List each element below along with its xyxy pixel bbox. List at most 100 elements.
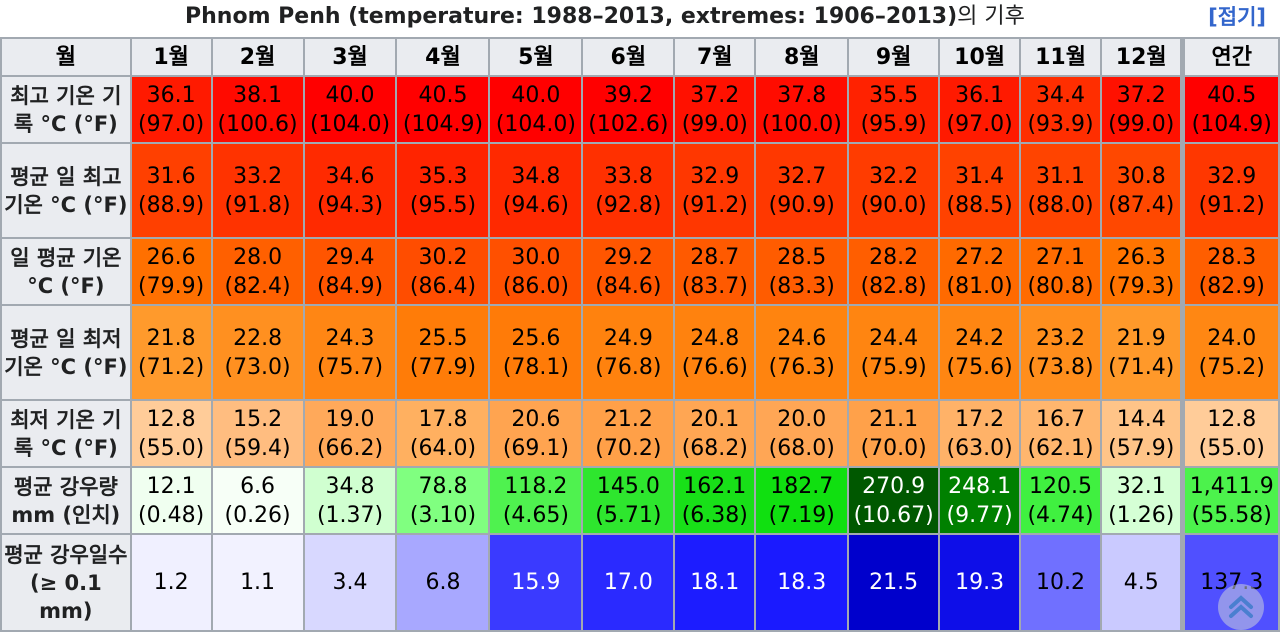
data-cell: 34.6 (94.3) <box>302 142 398 239</box>
data-cell: 162.1 (6.38) <box>673 466 757 535</box>
data-cell: 24.2 (75.6) <box>938 304 1022 401</box>
data-cell: 270.9 (10.67) <box>847 466 941 535</box>
data-cell: 40.0 (104.0) <box>488 75 584 144</box>
data-cell: 29.4 (84.9) <box>302 237 398 306</box>
data-cell: 27.2 (81.0) <box>938 237 1022 306</box>
data-cell: 40.0 (104.0) <box>302 75 398 144</box>
data-cell: 34.8 (94.6) <box>488 142 584 239</box>
data-cell: 17.2 (63.0) <box>938 399 1022 468</box>
climate-table: 월 1월 2월 3월 4월 5월 6월 7월 8월 9월 10월 11월 12월 연간 최고 기온 기록… <box>0 37 1280 632</box>
data-cell: 34.8 (1.37) <box>302 466 398 535</box>
row-label: 최저 기온 기록 °C (°F) <box>0 399 132 468</box>
data-cell: 24.4 (75.9) <box>847 304 941 401</box>
data-cell: 19.3 <box>938 533 1022 632</box>
month-header: 월 <box>0 37 132 77</box>
data-cell: 37.2 (99.0) <box>673 75 757 144</box>
data-cell: 17.0 <box>581 533 676 632</box>
data-cell: 12.8 (55.0) <box>129 399 213 468</box>
data-cell: 26.3 (79.3) <box>1100 237 1184 306</box>
data-cell: 33.8 (92.8) <box>581 142 676 239</box>
month-header-cell: 7월 <box>673 37 757 77</box>
month-header-cell: 3월 <box>302 37 398 77</box>
annual-cell: 1,411.9 (55.58) <box>1180 466 1280 535</box>
data-cell: 38.1 (100.6) <box>210 75 305 144</box>
data-cell: 16.7 (62.1) <box>1019 399 1103 468</box>
month-header-cell: 1월 <box>129 37 213 77</box>
data-cell: 32.9 (91.2) <box>673 142 757 239</box>
row-label: 최고 기온 기록 °C (°F) <box>0 75 132 144</box>
data-cell: 28.5 (83.3) <box>754 237 850 306</box>
row-label: 평균 일 최저 기온 °C (°F) <box>0 304 132 401</box>
data-cell: 4.5 <box>1100 533 1184 632</box>
month-header-cell: 6월 <box>581 37 676 77</box>
data-cell: 20.6 (69.1) <box>488 399 584 468</box>
data-cell: 24.8 (76.6) <box>673 304 757 401</box>
data-cell: 30.8 (87.4) <box>1100 142 1184 239</box>
table-row: 평균 강우일수 (≥ 0.1 mm) 1.2 1.1 3.4 6.8 15.9 17.0 18… <box>0 533 1280 632</box>
month-header-cell: 10월 <box>938 37 1022 77</box>
data-cell: 39.2 (102.6) <box>581 75 676 144</box>
table-row: 최고 기온 기록 °C (°F) 36.1 (97.0) 38.1 (100.6) 4… <box>0 75 1280 144</box>
header-row: 월 1월 2월 3월 4월 5월 6월 7월 8월 9월 10월 11월 12월 연간 <box>0 37 1280 77</box>
data-cell: 31.1 (88.0) <box>1019 142 1103 239</box>
data-cell: 21.1 (70.0) <box>847 399 941 468</box>
data-cell: 37.8 (100.0) <box>754 75 850 144</box>
collapse-toggle-link[interactable]: [접기] <box>1208 5 1266 29</box>
row-label: 평균 일 최고 기온 °C (°F) <box>0 142 132 239</box>
annual-cell: 24.0 (75.2) <box>1180 304 1280 401</box>
data-cell: 24.3 (75.7) <box>302 304 398 401</box>
data-cell: 145.0 (5.71) <box>581 466 676 535</box>
data-cell: 12.1 (0.48) <box>129 466 213 535</box>
data-cell: 33.2 (91.8) <box>210 142 305 239</box>
data-cell: 118.2 (4.65) <box>488 466 584 535</box>
data-cell: 28.7 (83.7) <box>673 237 757 306</box>
row-label: 평균 강우량 mm (인치) <box>0 466 132 535</box>
data-cell: 15.9 <box>488 533 584 632</box>
data-cell: 35.3 (95.5) <box>395 142 491 239</box>
data-cell: 20.0 (68.0) <box>754 399 850 468</box>
data-cell: 29.2 (84.6) <box>581 237 676 306</box>
data-cell: 120.5 (4.74) <box>1019 466 1103 535</box>
data-cell: 40.5 (104.9) <box>395 75 491 144</box>
data-cell: 25.5 (77.9) <box>395 304 491 401</box>
data-cell: 15.2 (59.4) <box>210 399 305 468</box>
data-cell: 28.2 (82.8) <box>847 237 941 306</box>
data-cell: 30.0 (86.0) <box>488 237 584 306</box>
data-cell: 182.7 (7.19) <box>754 466 850 535</box>
data-cell: 37.2 (99.0) <box>1100 75 1184 144</box>
data-cell: 78.8 (3.10) <box>395 466 491 535</box>
table-row: 평균 강우량 mm (인치) 12.1 (0.48) 6.6 (0.26) 34.8 … <box>0 466 1280 535</box>
data-cell: 30.2 (86.4) <box>395 237 491 306</box>
row-label: 일 평균 기온 °C (°F) <box>0 237 132 306</box>
table-caption: Phnom Penh (temperature: 1988–2013, extr… <box>0 0 1280 37</box>
data-cell: 27.1 (80.8) <box>1019 237 1103 306</box>
data-cell: 35.5 (95.9) <box>847 75 941 144</box>
data-cell: 14.4 (57.9) <box>1100 399 1184 468</box>
month-header-cell: 8월 <box>754 37 850 77</box>
data-cell: 6.6 (0.26) <box>210 466 305 535</box>
data-cell: 21.8 (71.2) <box>129 304 213 401</box>
scroll-to-top-button[interactable] <box>1218 584 1264 630</box>
data-cell: 21.2 (70.2) <box>581 399 676 468</box>
month-header-cell: 4월 <box>395 37 491 77</box>
data-cell: 23.2 (73.8) <box>1019 304 1103 401</box>
data-cell: 18.3 <box>754 533 850 632</box>
row-label: 평균 강우일수 (≥ 0.1 mm) <box>0 533 132 632</box>
data-cell: 19.0 (66.2) <box>302 399 398 468</box>
month-header-cell: 2월 <box>210 37 305 77</box>
data-cell: 3.4 <box>302 533 398 632</box>
annual-cell: 32.9 (91.2) <box>1180 142 1280 239</box>
data-cell: 31.4 (88.5) <box>938 142 1022 239</box>
data-cell: 36.1 (97.0) <box>129 75 213 144</box>
caption-title: Phnom Penh (temperature: 1988–2013, extr… <box>185 4 1025 29</box>
data-cell: 6.8 <box>395 533 491 632</box>
data-cell: 32.2 (90.0) <box>847 142 941 239</box>
annual-header: 연간 <box>1180 37 1280 77</box>
data-cell: 10.2 <box>1019 533 1103 632</box>
data-cell: 1.1 <box>210 533 305 632</box>
annual-cell: 28.3 (82.9) <box>1180 237 1280 306</box>
data-cell: 34.4 (93.9) <box>1019 75 1103 144</box>
data-cell: 26.6 (79.9) <box>129 237 213 306</box>
data-cell: 25.6 (78.1) <box>488 304 584 401</box>
data-cell: 24.9 (76.8) <box>581 304 676 401</box>
